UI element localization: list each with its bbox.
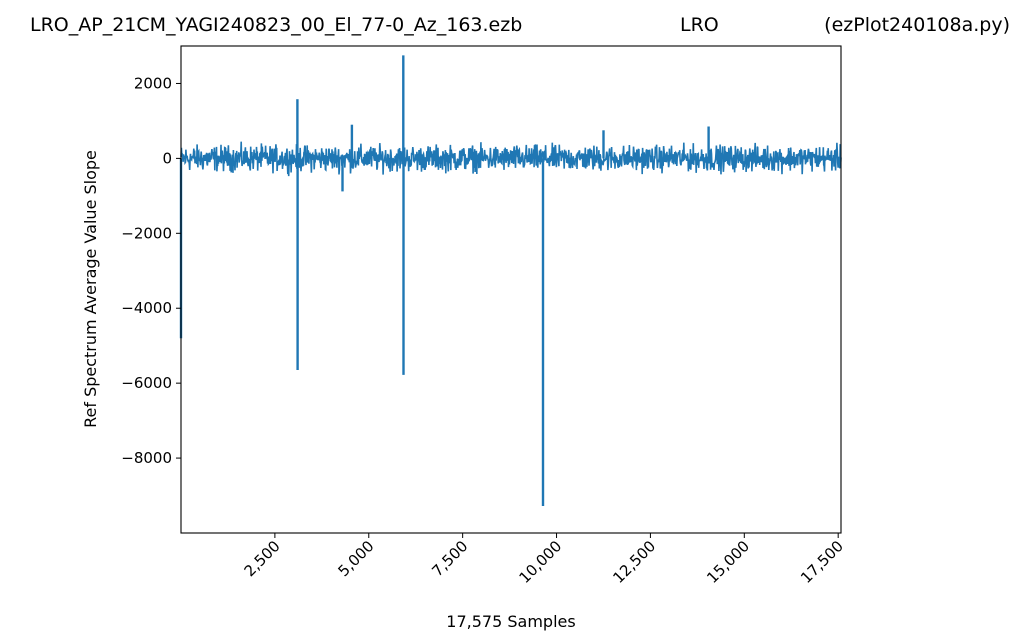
title-right: (ezPlot240108a.py) <box>824 14 1010 36</box>
title-center: LRO <box>680 14 719 36</box>
y-tick-label: −4000 <box>121 299 172 317</box>
y-axis-label: Ref Spectrum Average Value Slope <box>81 150 100 428</box>
y-axis: 2000 0 −2000 −4000 −6000 −8000 <box>121 74 181 467</box>
series-line <box>180 141 842 177</box>
y-tick-label: −8000 <box>121 449 172 467</box>
y-tick-label: 2000 <box>134 74 172 92</box>
plot-area <box>179 45 842 534</box>
axes-frame <box>180 45 842 534</box>
y-tick-label: −2000 <box>121 224 172 242</box>
y-tick-label: −6000 <box>121 374 172 392</box>
title-left: LRO_AP_21CM_YAGI240823_00_El_77-0_Az_163… <box>30 14 522 36</box>
x-axis-label: 17,575 Samples <box>446 612 575 631</box>
y-tick-label: 0 <box>162 149 172 167</box>
